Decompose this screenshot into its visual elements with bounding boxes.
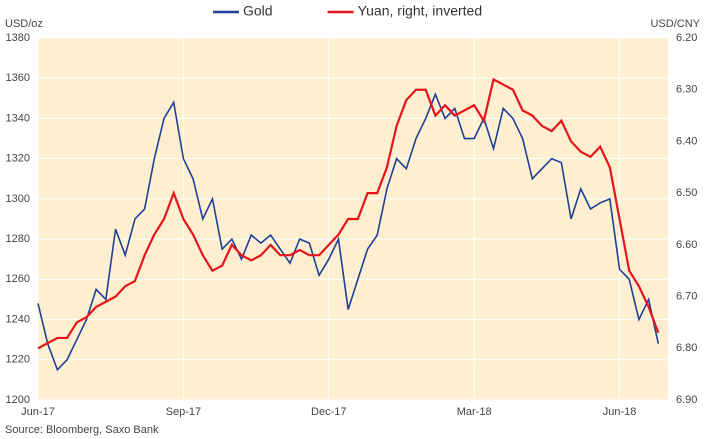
y2-tick-label: 6.30 [676, 84, 697, 96]
y2-tick-label: 6.50 [676, 187, 697, 199]
x-tick-label: Mar-18 [457, 406, 492, 418]
x-tick-label: Sep-17 [166, 406, 201, 418]
y2-tick-label: 6.20 [676, 32, 697, 44]
y-tick-label: 1280 [6, 233, 30, 245]
y-tick-label: 1240 [6, 313, 30, 325]
x-tick-label: Jun-18 [603, 406, 637, 418]
y-axis-label: USD/oz [5, 18, 43, 30]
y2-axis-label: USD/CNY [650, 18, 700, 30]
line-series [37, 92, 660, 372]
line-series [37, 77, 660, 350]
y-tick-label: 1320 [6, 153, 30, 165]
y-tick-label: 1360 [6, 72, 30, 84]
y2-tick-label: 6.70 [676, 290, 697, 302]
source: Source: Bloomberg, Saxo Bank [5, 424, 159, 436]
x-tick-label: Dec-17 [311, 406, 346, 418]
y2-tick-label: 6.80 [676, 342, 697, 354]
y-tick-label: 1260 [6, 273, 30, 285]
y2-tick-label: 6.40 [676, 135, 697, 147]
legend-label: Gold [243, 3, 273, 19]
y2-tick-label: 6.90 [676, 394, 697, 406]
y-tick-label: 1200 [6, 394, 30, 406]
x-tick-label: Jun-17 [21, 406, 55, 418]
y2-tick-label: 6.60 [676, 239, 697, 251]
y-tick-label: 1220 [6, 354, 30, 366]
y-tick-label: 1340 [6, 112, 30, 124]
legend-label: Yuan, right, inverted [358, 3, 483, 19]
y-tick-label: 1300 [6, 193, 30, 205]
y-tick-label: 1380 [6, 32, 30, 44]
